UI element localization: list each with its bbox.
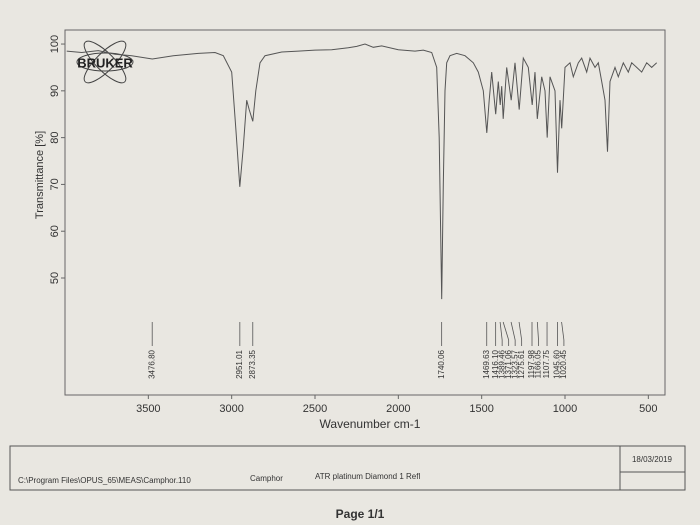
x-tick-label: 3000 bbox=[219, 403, 243, 415]
peak-marker bbox=[561, 321, 565, 346]
y-tick-label: 50 bbox=[49, 272, 61, 284]
footer-box bbox=[9, 445, 686, 491]
peak-label: 1740.06 bbox=[437, 349, 446, 378]
peak-label: 1371.06 bbox=[504, 349, 513, 378]
peak-label: 3476.80 bbox=[147, 349, 156, 378]
peak-label: 1469.63 bbox=[482, 349, 491, 378]
x-tick-label: 2000 bbox=[386, 403, 410, 415]
page-number: Page 1/1 bbox=[336, 507, 385, 521]
plot-frame bbox=[64, 29, 666, 396]
logo-orbit bbox=[83, 40, 127, 84]
peak-marker bbox=[536, 321, 539, 346]
y-tick-label: 90 bbox=[49, 85, 61, 97]
peak-label: 1323.57 bbox=[510, 349, 519, 378]
x-tick-label: 500 bbox=[639, 403, 657, 415]
peak-label: 1107.75 bbox=[542, 349, 551, 378]
y-tick-label: 70 bbox=[49, 178, 61, 190]
peak-label: 2951.01 bbox=[235, 349, 244, 378]
logo-orbit bbox=[83, 40, 127, 84]
peak-label: 1416.10 bbox=[491, 349, 500, 378]
peak-label: 1166.05 bbox=[534, 349, 543, 378]
peak-marker bbox=[499, 321, 503, 346]
peak-label: 1020.45 bbox=[559, 349, 568, 378]
x-tick-label: 3500 bbox=[136, 403, 160, 415]
x-tick-label: 1000 bbox=[553, 403, 577, 415]
peak-marker bbox=[502, 321, 510, 346]
x-axis-label: Wavenumber cm-1 bbox=[320, 417, 421, 431]
y-axis-label: Transmittance [%] bbox=[34, 131, 46, 219]
logo-text: BRUKER bbox=[77, 55, 133, 70]
footer-path: C:\Program Files\OPUS_65\MEAS\Camphor.11… bbox=[18, 476, 191, 485]
peak-label: 1275.61 bbox=[517, 349, 526, 378]
footer-date: 18/03/2019 bbox=[632, 455, 673, 464]
footer-sample: Camphor bbox=[250, 474, 283, 483]
peak-marker bbox=[510, 321, 516, 346]
y-tick-label: 60 bbox=[49, 225, 61, 237]
x-tick-label: 2500 bbox=[303, 403, 327, 415]
peak-marker bbox=[518, 321, 523, 346]
footer-method: ATR platinum Diamond 1 Refl bbox=[315, 472, 420, 481]
peak-label: 1389.46 bbox=[497, 349, 506, 378]
logo: BRUKER bbox=[76, 40, 134, 84]
x-tick-label: 1500 bbox=[469, 403, 493, 415]
peak-label: 2873.35 bbox=[248, 349, 257, 378]
logo-orbit bbox=[76, 52, 134, 72]
y-tick-label: 80 bbox=[49, 132, 61, 144]
y-tick-label: 100 bbox=[49, 35, 61, 53]
peak-label: 1197.98 bbox=[527, 349, 536, 378]
peak-label: 1045.60 bbox=[553, 349, 562, 378]
spectrum-line bbox=[66, 43, 658, 300]
